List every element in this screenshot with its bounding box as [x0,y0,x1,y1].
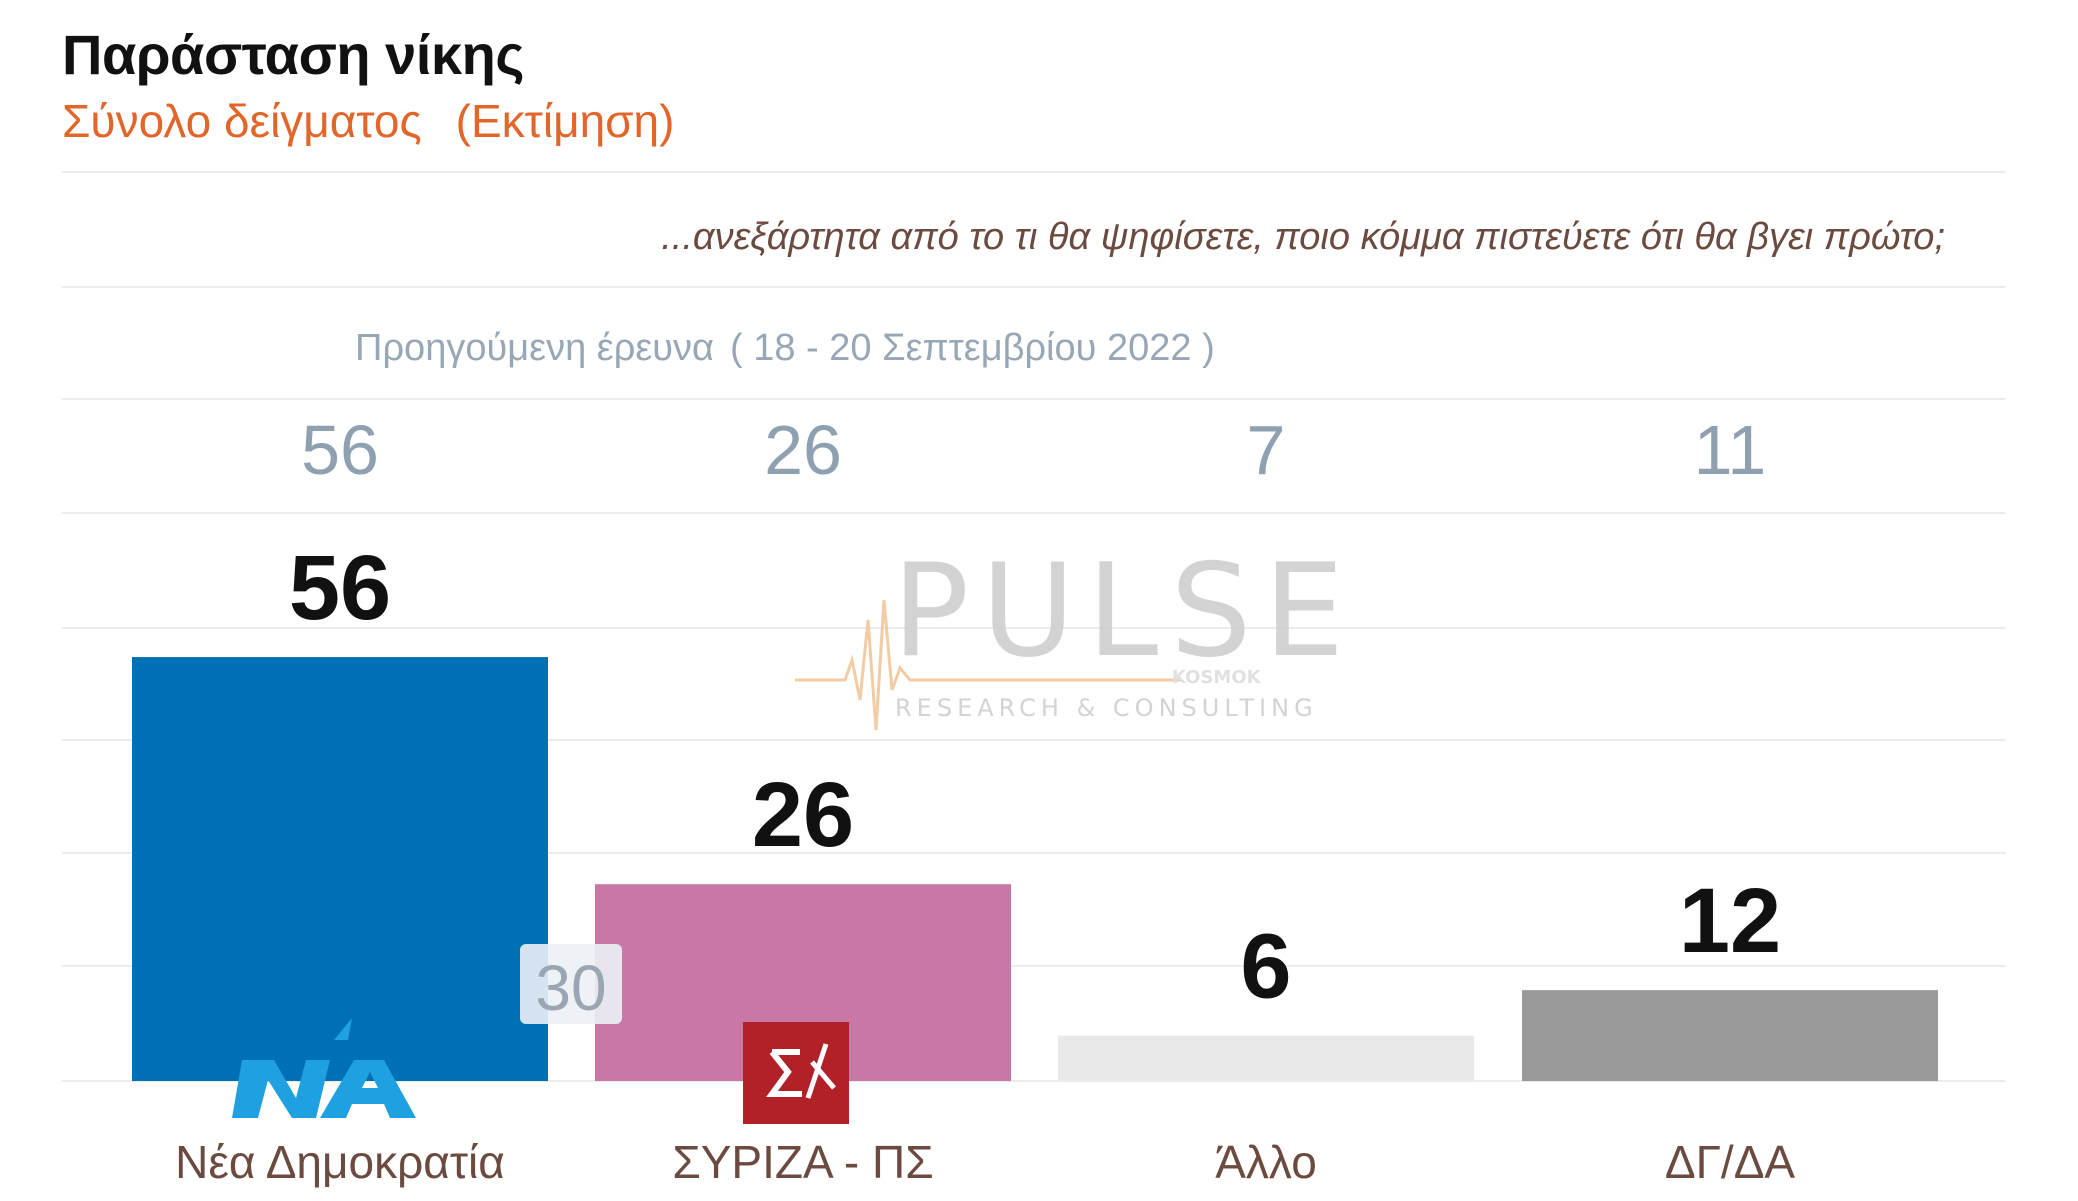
bar-value-label: 12 [1679,870,1781,972]
value-labels: 56 26 6 12 [289,537,1781,1018]
bar-value-label: 26 [752,764,854,866]
syriza-logo-bg [743,1022,849,1124]
syriza-logo [743,1022,849,1124]
divider [62,398,2006,400]
watermark-brand: PULSE [892,537,1356,686]
previous-survey-dates: ( 18 - 20 Σεπτεμβρίου 2022 ) [730,327,1215,369]
survey-question: ...ανεξάρτητα από το τι θα ψηφίσετε, ποι… [661,216,1945,258]
bar [1058,1035,1474,1081]
bar-value-label: 6 [1240,916,1291,1018]
nd-logo-delta [320,1060,416,1118]
bar-value-label: 56 [289,537,391,639]
syriza-logo-sigma [766,1049,802,1097]
previous-survey-text: Προηγούμενη έρευνα [355,327,715,369]
bar [132,657,548,1081]
chart-title: Παράσταση νίκης [62,23,524,86]
annotation-badge: 30 [520,944,622,1024]
subtitle-sample: Σύνολο δείγματος [62,95,422,147]
previous-value: 7 [1246,411,1286,489]
previous-value: 26 [764,411,842,489]
annotation-badge-bg [520,944,622,1024]
category-label: Άλλο [1215,1136,1317,1188]
watermark-tagline: RESEARCH & CONSULTING [895,694,1318,722]
category-label: ΣΥΡΙΖΑ - ΠΣ [672,1136,933,1188]
previous-value: 56 [301,411,379,489]
bar [1522,990,1938,1081]
nd-logo-n [232,1060,330,1118]
watermark-small: KOSMOK [1172,667,1262,688]
nd-logo-accent [334,1018,352,1040]
annotation-value: 30 [535,952,606,1024]
pulse-line-icon [795,599,1180,731]
bars [132,657,1938,1081]
pulse-watermark: PULSE KOSMOK RESEARCH & CONSULTING [795,537,1356,731]
chart-subtitle: Σύνολο δείγματος (Εκτίμηση) [62,94,674,148]
divider [62,286,2006,288]
nd-logo [232,1018,416,1118]
category-label: Νέα Δημοκρατία [175,1136,505,1188]
category-labels: Νέα Δημοκρατία ΣΥΡΙΖΑ - ΠΣ Άλλο ΔΓ/ΔΑ [175,1136,1795,1188]
divider [62,171,2006,173]
previous-survey-label: Προηγούμενη έρευνα ( 18 - 20 Σεπτεμβρίου … [355,327,1215,370]
previous-value: 11 [1693,411,1767,489]
subtitle-estimate: (Εκτίμηση) [455,95,675,147]
category-label: ΔΓ/ΔΑ [1665,1136,1796,1188]
syriza-logo-mark [805,1043,836,1099]
